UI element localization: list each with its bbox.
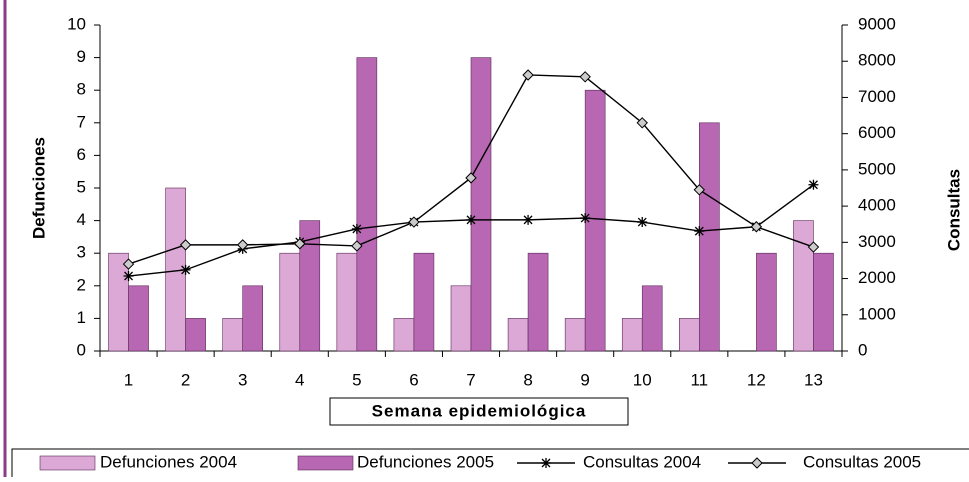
- x-tick-label: 7: [466, 370, 475, 389]
- marker-diamond: [236, 239, 249, 251]
- y-tick-label: 10: [67, 14, 86, 33]
- y-tick-label: 0: [77, 340, 86, 359]
- bar: [507, 318, 529, 352]
- marker-diamond: [294, 238, 306, 250]
- x-tick-label: 6: [409, 370, 418, 389]
- y2-tick-label: 3000: [858, 232, 896, 251]
- bar: [336, 252, 358, 352]
- marker-diamond: [465, 172, 477, 184]
- bar: [356, 57, 378, 352]
- y2-tick-label: 4000: [858, 196, 896, 215]
- x-tick-label: 9: [580, 370, 589, 389]
- legend-label: Defunciones 2005: [357, 452, 494, 471]
- x-tick-label: 12: [747, 370, 766, 389]
- bar: [527, 252, 549, 352]
- legend-swatch: [297, 455, 354, 471]
- x-title-box: [329, 397, 629, 426]
- marker-star: [351, 223, 362, 234]
- marker-star: [637, 217, 648, 228]
- x-tick-label: 13: [804, 370, 823, 389]
- marker-diamond: [522, 69, 534, 81]
- bar: [128, 285, 149, 352]
- marker-diamond: [693, 184, 706, 196]
- bar: [793, 220, 814, 352]
- legend-swatch: [39, 455, 96, 471]
- marker-diamond: [179, 239, 192, 251]
- bar: [279, 252, 301, 352]
- marker-diamond: [750, 221, 763, 233]
- bar: [621, 318, 643, 352]
- y2-tick-label: 0: [858, 340, 867, 359]
- marker-star: [180, 264, 191, 275]
- bar: [222, 318, 243, 352]
- bar: [756, 252, 777, 352]
- legend-label: Consultas 2004: [583, 452, 701, 471]
- x-tick-label: 4: [295, 370, 304, 389]
- y-tick-label: 1: [77, 308, 86, 327]
- legend-box: [11, 448, 969, 482]
- y-axis-title: Defunciones: [29, 137, 48, 239]
- bar: [393, 318, 415, 352]
- y2-axis-title: Consultas: [944, 169, 963, 251]
- marker-star: [808, 179, 819, 190]
- x-tick-label: 8: [523, 370, 532, 389]
- y-tick-label: 8: [77, 80, 86, 99]
- x-tick-label: 1: [124, 370, 133, 389]
- bar: [242, 285, 263, 352]
- y2-tick-label: 1000: [858, 304, 896, 323]
- y2-tick-label: 2000: [858, 268, 896, 287]
- y-tick-label: 7: [77, 112, 86, 131]
- bar: [679, 318, 700, 352]
- bar: [450, 285, 472, 352]
- y2-tick-label: 8000: [858, 51, 896, 70]
- marker-star: [580, 213, 591, 224]
- bar: [470, 57, 492, 352]
- y2-tick-label: 6000: [858, 123, 896, 142]
- y2-tick-label: 9000: [858, 14, 896, 33]
- bar: [641, 285, 663, 352]
- y-tick-label: 3: [77, 243, 86, 262]
- legend-label: Defunciones 2004: [100, 452, 237, 471]
- y-tick-label: 4: [77, 210, 86, 229]
- marker-diamond: [807, 241, 820, 253]
- marker-star: [123, 271, 134, 282]
- bar: [185, 318, 206, 352]
- bar: [299, 220, 321, 352]
- marker-diamond: [351, 240, 363, 252]
- marker-diamond: [122, 258, 135, 270]
- legend-label: Consultas 2005: [803, 452, 921, 471]
- bar: [813, 252, 834, 352]
- x-tick-label: 10: [633, 370, 652, 389]
- marker-diamond: [751, 457, 763, 469]
- y2-tick-label: 7000: [858, 87, 896, 106]
- x-tick-label: 5: [352, 370, 361, 389]
- marker-diamond: [636, 117, 648, 129]
- marker-star: [541, 458, 551, 468]
- y-tick-label: 5: [77, 177, 86, 196]
- bar: [564, 318, 586, 352]
- bar: [699, 122, 720, 352]
- marker-diamond: [579, 71, 591, 83]
- x-tick-label: 3: [238, 370, 247, 389]
- x-tick-label: 2: [181, 370, 190, 389]
- x-axis-title: Semana epidemiológica: [372, 401, 587, 420]
- y-tick-label: 9: [77, 47, 86, 66]
- marker-star: [466, 214, 476, 225]
- y2-tick-label: 5000: [858, 159, 896, 178]
- marker-diamond: [408, 216, 420, 228]
- x-tick-label: 11: [690, 370, 708, 389]
- y-tick-label: 2: [77, 275, 86, 294]
- bar: [108, 252, 129, 352]
- marker-star: [523, 214, 534, 225]
- bar: [413, 252, 435, 352]
- marker-star: [694, 226, 705, 237]
- y-tick-label: 6: [77, 145, 86, 164]
